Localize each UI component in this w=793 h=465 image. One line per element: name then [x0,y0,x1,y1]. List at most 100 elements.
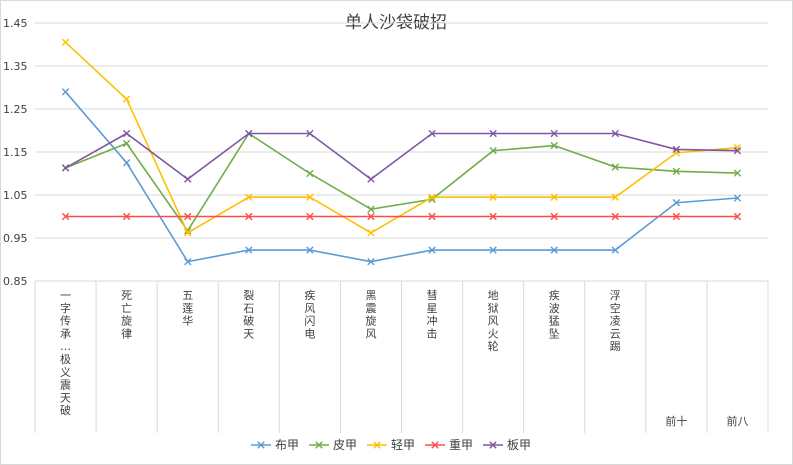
data-point-marker [184,212,192,221]
x-category-label: 空 [610,301,621,315]
legend-label: 皮甲 [333,438,357,452]
x-category-label: 浮 [610,289,621,302]
data-point-marker [489,193,497,201]
data-point-marker [367,212,375,221]
x-category-label: 天 [243,327,254,340]
x-category-label: 风 [488,315,499,328]
x-category-label: 火 [488,327,499,340]
data-point-marker [672,145,681,154]
x-category-label: 击 [427,327,438,340]
data-point-marker [184,229,192,237]
data-point-marker [61,212,70,221]
x-category-label: 五 [182,289,193,302]
x-category-label: 律 [121,327,132,340]
y-tick-label: 1.35 [3,60,28,73]
legend: 布甲 皮甲 轻甲 重甲 板甲 [251,438,531,452]
x-category-label: 莲 [182,302,193,315]
x-axis-categories: 一字传承…极义震天破死亡旋律五莲华裂石破天疾风闪电黑震旋风彗星冲击地狱风火轮疾波… [34,281,769,433]
data-point-marker [306,169,314,178]
data-point-marker [184,257,192,266]
series-line [64,91,738,263]
legend-marker [257,441,265,449]
data-point-marker [245,193,253,201]
data-point-marker [428,212,436,221]
x-category-label: 云 [610,327,621,340]
data-point-marker [306,129,314,138]
x-category-label: 凌 [610,314,621,328]
legend-item: 轻甲 [367,438,415,452]
series-line [65,132,738,181]
data-point-marker [428,129,436,138]
legend-marker [431,441,439,449]
data-point-marker [733,169,742,177]
legend-marker [373,441,381,449]
x-category-label: 旋 [365,314,376,328]
x-category-label: 华 [182,314,193,328]
data-point-marker [611,129,619,138]
data-point-marker [367,175,375,183]
x-category-label: 闪 [304,314,315,328]
data-point-marker [550,193,558,201]
data-point-marker [672,212,681,221]
data-point-marker [306,212,314,221]
x-category-label: 破 [60,403,71,417]
data-point-marker [122,129,131,138]
legend-item: 板甲 [483,438,531,452]
data-point-marker [306,246,314,254]
data-point-marker [489,212,497,221]
data-point-marker [611,193,619,201]
x-category-label: 冲 [427,314,438,328]
x-category-label: 黑 [365,289,376,302]
x-category-label: 轮 [488,339,499,353]
x-category-label: 传 [60,315,71,328]
data-point-marker [550,141,558,150]
data-point-marker [61,88,70,96]
x-category-label: 风 [365,327,376,340]
legend-label: 布甲 [275,438,299,452]
data-point-marker [733,144,742,152]
data-point-marker [733,194,742,202]
data-point-marker [428,246,436,254]
data-point-marker [122,139,131,148]
data-point-marker [550,212,558,221]
legend-marker [489,441,497,449]
legend-label: 重甲 [449,438,473,452]
x-category-label: 震 [365,302,376,315]
x-category-label: 前八 [726,414,748,428]
legend-item: 重甲 [425,438,473,452]
data-point-marker [733,147,742,155]
legend-item: 皮甲 [309,438,357,452]
data-point-marker [61,38,70,47]
x-category-label: 死 [121,289,132,302]
x-category-label: 裂 [243,289,254,302]
legend-item: 布甲 [251,438,299,452]
x-category-label: 前十 [665,414,687,428]
data-point-marker [733,212,742,221]
series-lines [61,38,742,266]
data-point-marker [611,246,619,254]
y-tick-label: 1.15 [3,146,28,159]
x-category-label: 狱 [488,302,499,315]
x-category-label: 彗 [427,289,438,302]
x-category-label: 疾 [549,288,560,302]
x-category-label: 亡 [121,301,132,315]
data-point-marker [367,257,375,266]
x-category-label: … [60,340,71,353]
data-point-marker [367,205,375,213]
x-category-label: 疾 [304,288,315,302]
x-category-label: 风 [304,302,315,315]
legend-label: 轻甲 [391,438,415,452]
data-point-marker [245,212,253,221]
y-tick-label: 1.05 [3,189,28,202]
x-category-label: 猛 [549,315,560,328]
x-category-label: 坠 [549,327,560,340]
data-point-marker [122,95,131,103]
x-category-label: 承 [60,327,71,340]
y-axis-ticks: 0.85 0.95 1.05 1.15 1.25 1.35 1.45 [3,17,28,288]
data-point-marker [550,129,558,138]
data-point-marker [184,175,192,183]
x-category-label: 星 [427,302,438,315]
y-tick-label: 1.45 [3,17,28,30]
